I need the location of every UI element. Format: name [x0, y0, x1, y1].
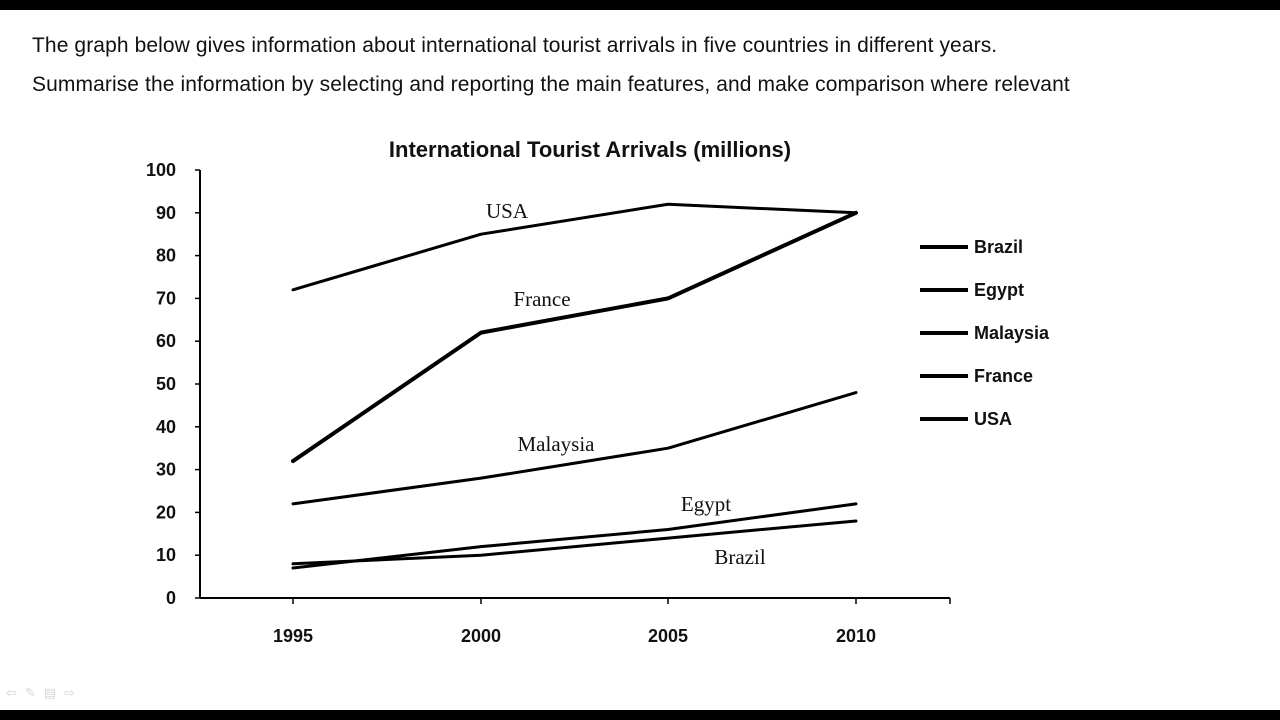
y-tick-label: 20: [156, 502, 176, 522]
y-tick-label: 60: [156, 331, 176, 351]
prompt-line-2: Summarise the information by selecting a…: [32, 73, 1070, 96]
annotation-usa: USA: [486, 199, 529, 223]
slide-controls: ⇦ ✎ ▤ ⇨: [6, 686, 75, 701]
y-tick-label: 30: [156, 460, 176, 480]
chart-annotations: USA France Malaysia Egypt Brazil: [486, 199, 766, 569]
chart-series: [291, 202, 858, 570]
y-tick-label: 40: [156, 417, 176, 437]
y-tick-label: 80: [156, 246, 176, 266]
legend-label-egypt: Egypt: [974, 280, 1024, 300]
arrow-right-icon[interactable]: ⇨: [64, 686, 76, 701]
legend-label-malaysia: Malaysia: [974, 323, 1050, 343]
series-line-egypt: [291, 502, 858, 570]
x-tick-label: 2000: [461, 626, 501, 646]
y-tick-label: 50: [156, 374, 176, 394]
annotation-malaysia: Malaysia: [518, 432, 596, 456]
y-tick-label: 10: [156, 545, 176, 565]
annotation-france: France: [513, 287, 570, 311]
chart-legend: Brazil Egypt Malaysia France USA: [920, 237, 1050, 429]
annotation-egypt: Egypt: [681, 492, 731, 516]
legend-label-usa: USA: [974, 409, 1012, 429]
y-tick-label: 0: [166, 588, 176, 608]
series-line-usa: [291, 202, 858, 292]
pen-icon[interactable]: ✎: [24, 686, 36, 701]
series-line-brazil: [291, 519, 858, 566]
y-tick-label: 100: [146, 160, 176, 180]
annotation-brazil: Brazil: [714, 545, 765, 569]
x-tick-label: 2010: [836, 626, 876, 646]
legend-label-france: France: [974, 366, 1033, 386]
legend-label-brazil: Brazil: [974, 237, 1023, 257]
x-tick-label: 1995: [273, 626, 313, 646]
series-line-france: [291, 210, 858, 464]
bottom-border: [0, 710, 1280, 720]
prompt-line-1: The graph below gives information about …: [32, 34, 998, 57]
chart-title: International Tourist Arrivals (millions…: [389, 137, 791, 162]
arrow-left-icon[interactable]: ⇦: [6, 686, 17, 701]
x-tick-label: 2005: [648, 626, 688, 646]
series-line-malaysia: [291, 391, 858, 506]
menu-icon[interactable]: ▤: [43, 686, 57, 701]
chart-axes: 0 10 20 30 40 50 60 70 80 90 100 1995 2000 2005 2010: [146, 160, 951, 646]
y-tick-label: 90: [156, 203, 176, 223]
top-border: [0, 0, 1280, 10]
y-tick-label: 70: [156, 288, 176, 308]
